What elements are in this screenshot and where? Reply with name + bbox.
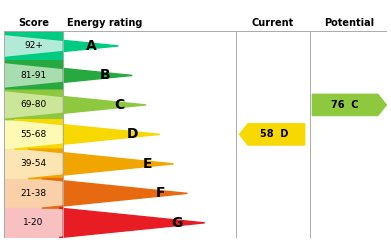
Text: D: D: [127, 127, 138, 141]
Bar: [4, 179, 63, 208]
Bar: [4, 90, 63, 120]
Polygon shape: [28, 149, 174, 179]
Polygon shape: [240, 124, 305, 145]
Text: Potential: Potential: [324, 18, 374, 28]
Text: 58  D: 58 D: [260, 129, 289, 139]
Text: B: B: [100, 68, 110, 82]
Text: 69-80: 69-80: [20, 100, 47, 109]
Polygon shape: [14, 120, 160, 149]
Text: 21-38: 21-38: [21, 189, 47, 198]
Text: 76  C: 76 C: [332, 100, 359, 110]
Text: 39-54: 39-54: [21, 159, 47, 168]
Bar: [4, 120, 63, 149]
Bar: [4, 31, 63, 61]
Polygon shape: [0, 31, 118, 61]
Polygon shape: [42, 179, 187, 208]
Text: G: G: [172, 216, 183, 230]
Text: C: C: [114, 98, 124, 112]
Polygon shape: [0, 61, 132, 90]
Text: F: F: [156, 186, 166, 200]
Text: Current: Current: [252, 18, 294, 28]
Text: 55-68: 55-68: [20, 130, 47, 139]
Text: 81-91: 81-91: [20, 71, 47, 80]
Bar: [4, 61, 63, 90]
Text: 1-20: 1-20: [23, 218, 44, 227]
Text: Energy rating: Energy rating: [67, 18, 142, 28]
Polygon shape: [312, 94, 386, 115]
Polygon shape: [0, 90, 146, 120]
Text: A: A: [86, 39, 97, 53]
Bar: [4, 208, 63, 238]
Text: Score: Score: [18, 18, 49, 28]
Text: E: E: [142, 157, 152, 171]
Polygon shape: [59, 208, 205, 238]
Bar: [4, 149, 63, 179]
Text: 92+: 92+: [24, 42, 43, 50]
